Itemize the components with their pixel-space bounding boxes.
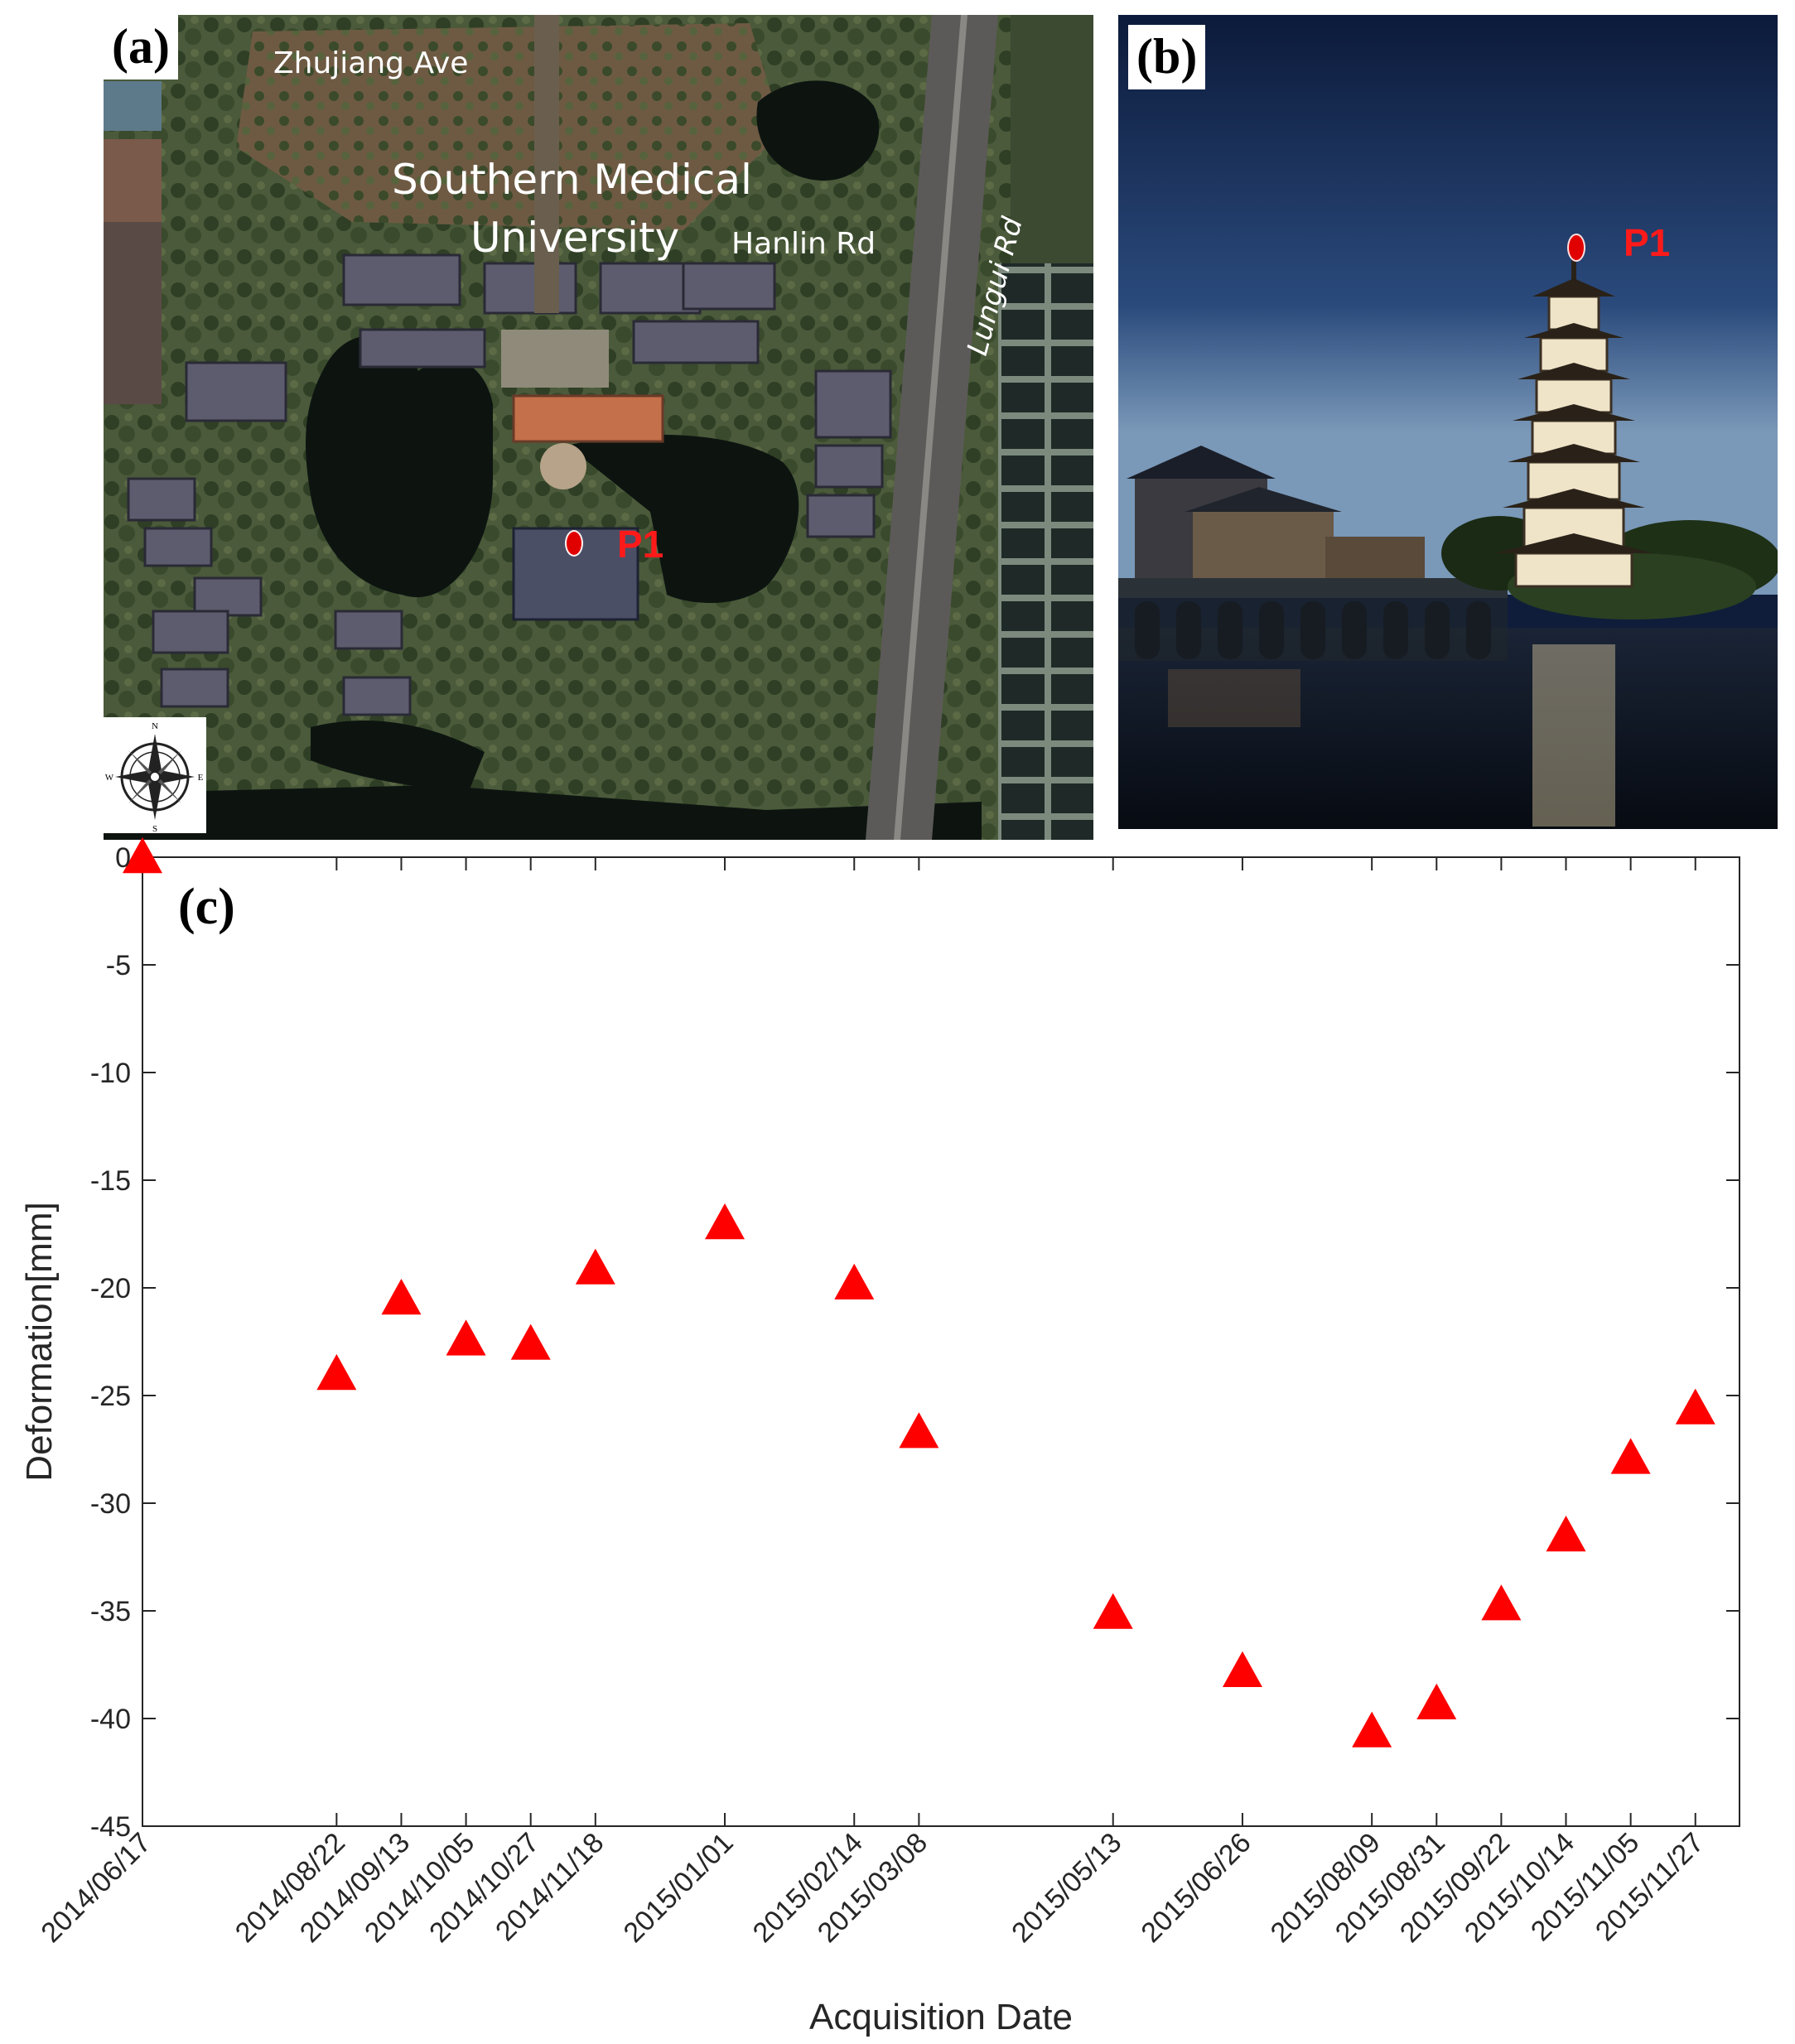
panel-c-tag: (c) xyxy=(178,879,235,935)
data-point xyxy=(316,1354,357,1391)
y-tick-label: -40 xyxy=(90,1704,131,1735)
compass-n: N xyxy=(152,721,158,731)
y-tick-label: -15 xyxy=(90,1165,131,1197)
data-point xyxy=(123,837,162,874)
x-tick-label: 2014/06/17 xyxy=(35,1827,157,1949)
x-tick-label: 2015/06/26 xyxy=(1135,1827,1257,1949)
compass-rose-icon: N S E W xyxy=(104,717,206,833)
point-marker-icon xyxy=(565,530,583,557)
deformation-chart: 0 -5 -10 -15 -20 -25 -30 -35 -40 -45 2014/06/17 201… xyxy=(0,836,1795,2044)
x-tick-label: 2015/05/13 xyxy=(1006,1827,1127,1949)
point-label-p1: P1 xyxy=(617,523,664,566)
data-point xyxy=(1352,1711,1392,1748)
data-point xyxy=(510,1323,551,1360)
y-tick-label: -10 xyxy=(90,1058,131,1089)
y-tick-label: -25 xyxy=(90,1381,131,1412)
data-point xyxy=(575,1248,615,1285)
satellite-map-image xyxy=(104,15,1093,840)
pagoda-photo-image xyxy=(1118,15,1778,829)
data-point xyxy=(381,1279,422,1315)
panel-a-tag: (a) xyxy=(104,15,178,80)
y-tick-label: 0 xyxy=(115,842,131,874)
data-point xyxy=(705,1203,746,1240)
x-axis-title: Acquisition Date xyxy=(809,1997,1073,2037)
data-point xyxy=(1481,1584,1522,1621)
data-point xyxy=(1222,1651,1262,1687)
data-point xyxy=(446,1319,486,1356)
point-marker-icon xyxy=(1567,234,1585,262)
data-point xyxy=(1610,1438,1651,1474)
data-point xyxy=(1546,1516,1586,1552)
data-point xyxy=(899,1412,939,1449)
y-tick-label: -20 xyxy=(90,1273,131,1304)
point-label-p1: P1 xyxy=(1624,221,1671,264)
data-point xyxy=(834,1263,875,1299)
campus-label-line1: Southern Medical xyxy=(392,156,752,204)
y-axis-title: Deformation[mm] xyxy=(19,1202,60,1481)
y-tick-label: -35 xyxy=(90,1596,131,1627)
data-point xyxy=(1093,1593,1133,1629)
road-label-hanlin: Hanlin Rd xyxy=(731,227,876,261)
compass-e: E xyxy=(198,773,204,783)
compass-s: S xyxy=(152,824,157,833)
y-tick-label: -30 xyxy=(90,1488,131,1520)
compass-w: W xyxy=(105,773,114,783)
plot-frame xyxy=(142,856,1740,1827)
pagoda-photo-panel: (b) P1 xyxy=(1118,15,1778,829)
data-point xyxy=(1675,1388,1715,1425)
panel-b-tag: (b) xyxy=(1128,25,1206,89)
road-label-zhujiang: Zhujiang Ave xyxy=(273,46,469,80)
y-tick-label: -45 xyxy=(90,1811,131,1843)
data-point xyxy=(1416,1683,1457,1719)
y-tick-label: -5 xyxy=(106,950,131,981)
satellite-map-panel: (a) Zhujiang Ave Southern Medical Univer… xyxy=(104,15,1093,840)
x-tick-label: 2015/01/01 xyxy=(617,1827,739,1949)
campus-label-line2: University xyxy=(470,214,680,262)
